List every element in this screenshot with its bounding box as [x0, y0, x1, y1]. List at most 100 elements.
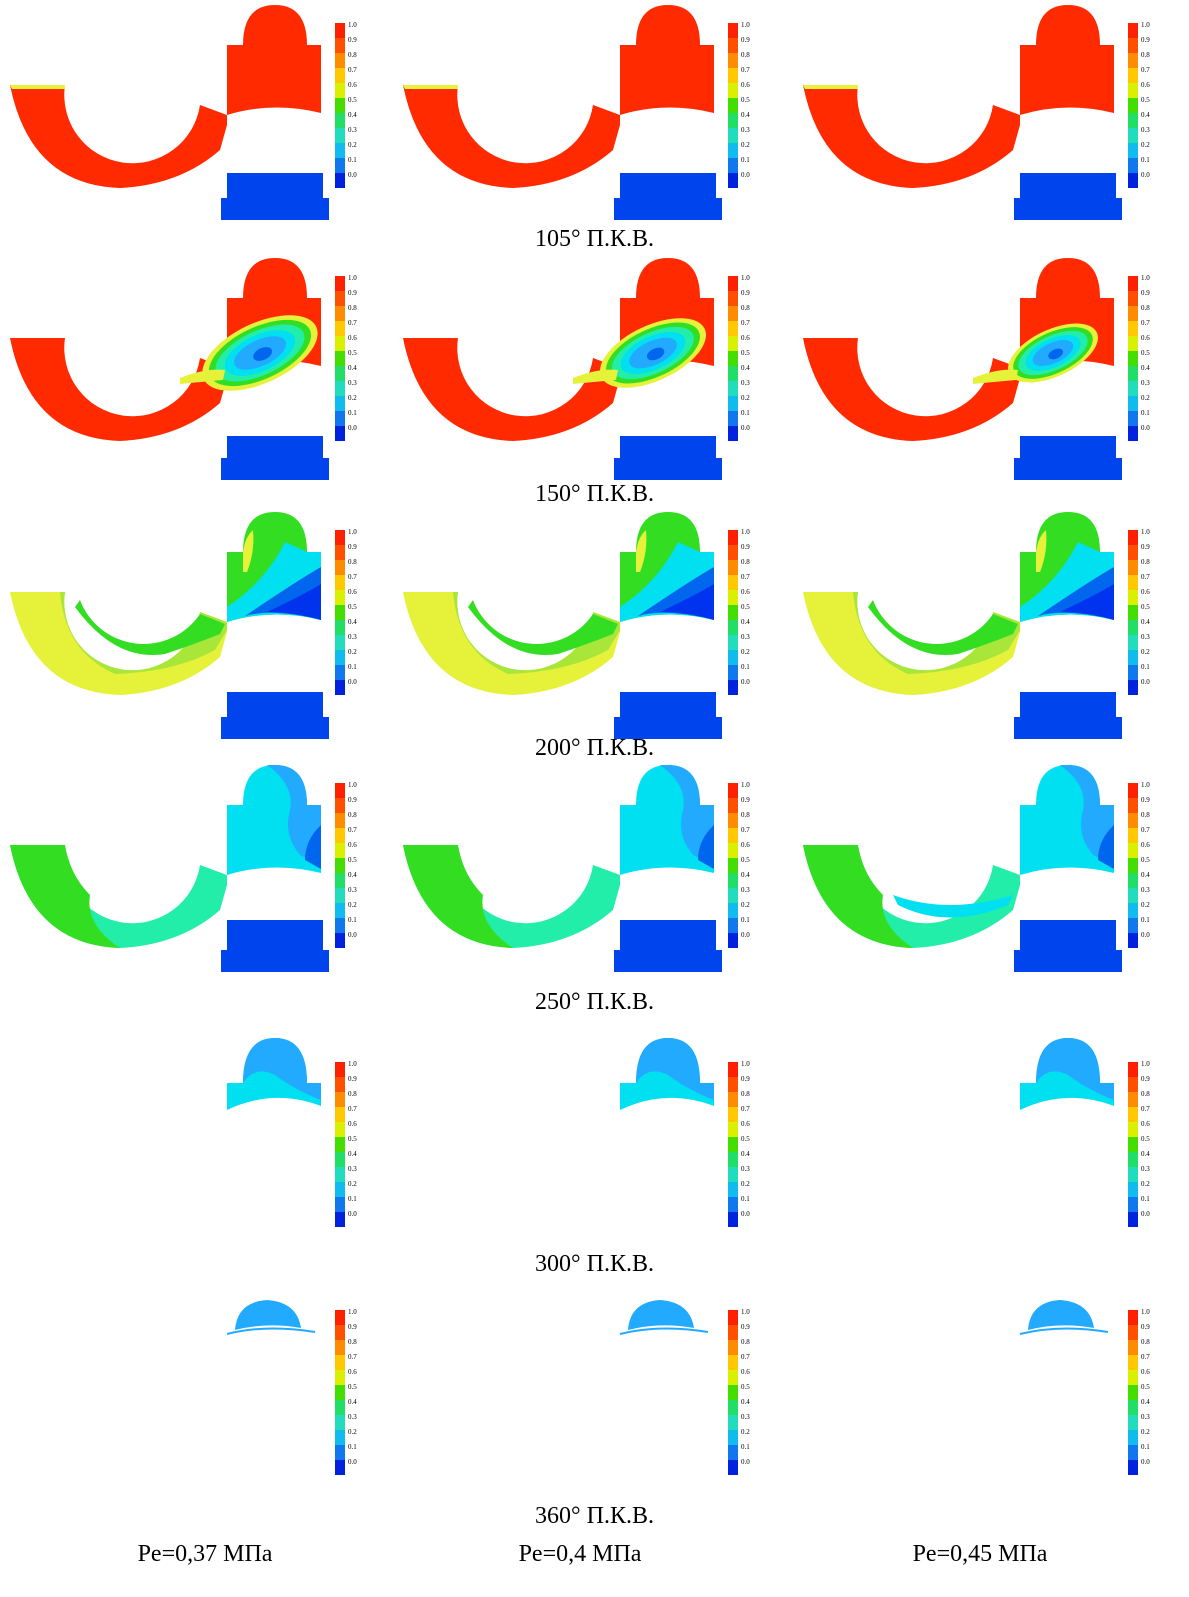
colorbar-tick-label: 0.9 [1141, 1323, 1150, 1331]
colorbar-segment [728, 530, 738, 545]
colorbar-tick-label: 0.0 [348, 678, 357, 686]
cylinder [620, 5, 714, 115]
colorbar-segment [1128, 783, 1138, 798]
piston-top [620, 692, 716, 717]
piston-top [227, 692, 323, 717]
piston-top [227, 173, 323, 198]
colorbar-segment [728, 605, 738, 620]
colorbar: 1.0 0.9 0.8 0.7 0.6 0.5 0.4 0.3 0.2 0.1 0.0 [1128, 1308, 1150, 1475]
colorbar-tick-label: 0.9 [1141, 1075, 1150, 1083]
colorbar-tick-label: 0.5 [1141, 349, 1150, 357]
colorbar-tick-label: 0.6 [348, 1120, 357, 1128]
piston-skirt [614, 717, 722, 739]
colorbar: 1.0 0.9 0.8 0.7 0.6 0.5 0.4 0.3 0.2 0.1 0.0 [1128, 1060, 1150, 1227]
colorbar-segment [1128, 1197, 1138, 1212]
colorbar-tick-label: 0.1 [1141, 663, 1150, 671]
colorbar-tick-label: 0.4 [1141, 1150, 1150, 1158]
colorbar-tick-label: 0.3 [1141, 886, 1150, 894]
colorbar-segment [335, 1122, 345, 1137]
colorbar-segment [1128, 1167, 1138, 1182]
colorbar-tick-label: 1.0 [1141, 21, 1150, 29]
transfer-stream [180, 369, 225, 384]
colorbar-segment [1128, 843, 1138, 858]
colorbar-tick-label: 0.7 [1141, 66, 1150, 74]
colorbar-tick-label: 1.0 [1141, 1308, 1150, 1316]
colorbar-tick-label: 0.1 [348, 156, 357, 164]
intake-port [403, 338, 620, 441]
colorbar-segment [728, 336, 738, 351]
port-inlet-layer [10, 85, 65, 89]
colorbar-segment [1128, 1137, 1138, 1152]
colorbar-tick-label: 0.1 [348, 1443, 357, 1451]
colorbar-segment [728, 1385, 738, 1400]
colorbar-tick-label: 0.6 [348, 1368, 357, 1376]
colorbar-tick-label: 0.2 [741, 394, 750, 402]
colorbar-tick-label: 0.1 [741, 916, 750, 924]
colorbar-tick-label: 0.2 [348, 1428, 357, 1436]
colorbar-tick-label: 0.0 [1141, 1210, 1150, 1218]
chamber-band [636, 1038, 714, 1100]
colorbar-tick-label: 0.9 [741, 289, 750, 297]
colorbar-tick-label: 0.0 [1141, 678, 1150, 686]
colorbar-segment [728, 635, 738, 650]
colorbar-segment [728, 1355, 738, 1370]
colorbar-segment [1128, 888, 1138, 903]
colorbar-segment [1128, 828, 1138, 843]
colorbar: 1.0 0.9 0.8 0.7 0.6 0.5 0.4 0.3 0.2 0.1 0.0 [728, 274, 750, 441]
colorbar-tick-label: 0.5 [1141, 856, 1150, 864]
colorbar-tick-label: 1.0 [348, 781, 357, 789]
colorbar-segment [1128, 1370, 1138, 1385]
colorbar-segment [335, 828, 345, 843]
contour-panel: 1.0 0.9 0.8 0.7 0.6 0.5 0.4 0.3 0.2 0.1 0.0 [798, 1270, 1188, 1530]
colorbar-segment [728, 426, 738, 441]
colorbar-tick-label: 0.3 [1141, 126, 1150, 134]
colorbar-tick-label: 0.8 [741, 1090, 750, 1098]
colorbar: 1.0 0.9 0.8 0.7 0.6 0.5 0.4 0.3 0.2 0.1 0.0 [728, 1308, 750, 1475]
colorbar-tick-label: 0.1 [1141, 916, 1150, 924]
crank-angle-caption: 105° П.К.В. [535, 226, 654, 252]
colorbar-tick-label: 0.3 [741, 126, 750, 134]
colorbar-segment [728, 650, 738, 665]
colorbar-segment [335, 1415, 345, 1430]
contour-panel: 1.0 0.9 0.8 0.7 0.6 0.5 0.4 0.3 0.2 0.1 0.0 [798, 1020, 1188, 1280]
intake-port [10, 592, 227, 695]
colorbar-tick-label: 0.8 [348, 51, 357, 59]
colorbar-tick-label: 0.6 [741, 841, 750, 849]
colorbar-tick-label: 0.4 [741, 871, 750, 879]
colorbar-segment [728, 560, 738, 575]
colorbar-tick-label: 0.0 [348, 931, 357, 939]
colorbar-segment [1128, 665, 1138, 680]
colorbar-segment [335, 545, 345, 560]
colorbar-segment [335, 1370, 345, 1385]
colorbar-segment [728, 1325, 738, 1340]
colorbar-segment [1128, 1445, 1138, 1460]
colorbar-segment [1128, 426, 1138, 441]
colorbar-segment [1128, 1077, 1138, 1092]
contour-panel: 1.0 0.9 0.8 0.7 0.6 0.5 0.4 0.3 0.2 0.1 0.0 [798, 512, 1188, 772]
colorbar-segment [335, 1137, 345, 1152]
colorbar-tick-label: 0.5 [741, 856, 750, 864]
cylinder-band [660, 765, 714, 865]
colorbar-tick-label: 0.8 [348, 1338, 357, 1346]
colorbar-tick-label: 0.3 [1141, 1165, 1150, 1173]
chamber-band [1036, 1038, 1114, 1100]
colorbar-segment [728, 1400, 738, 1415]
piston-crown-line [226, 1327, 316, 1335]
colorbar-segment [1128, 858, 1138, 873]
intake-port [10, 85, 227, 188]
colorbar-tick-label: 0.6 [741, 1368, 750, 1376]
contour-panel: 1.0 0.9 0.8 0.7 0.6 0.5 0.4 0.3 0.2 0.1 0.0 [5, 1020, 395, 1280]
colorbar-tick-label: 0.6 [1141, 1120, 1150, 1128]
piston-skirt [614, 950, 722, 972]
colorbar-tick-label: 0.7 [348, 826, 357, 834]
colorbar-segment [1128, 903, 1138, 918]
colorbar-segment [1128, 306, 1138, 321]
port-band [868, 600, 1018, 656]
colorbar-tick-label: 0.0 [741, 171, 750, 179]
colorbar-segment [335, 38, 345, 53]
colorbar-segment [335, 98, 345, 113]
colorbar-segment [335, 1325, 345, 1340]
colorbar-segment [335, 68, 345, 83]
combustion-chamber [1028, 1300, 1094, 1330]
colorbar-tick-label: 0.5 [348, 1135, 357, 1143]
